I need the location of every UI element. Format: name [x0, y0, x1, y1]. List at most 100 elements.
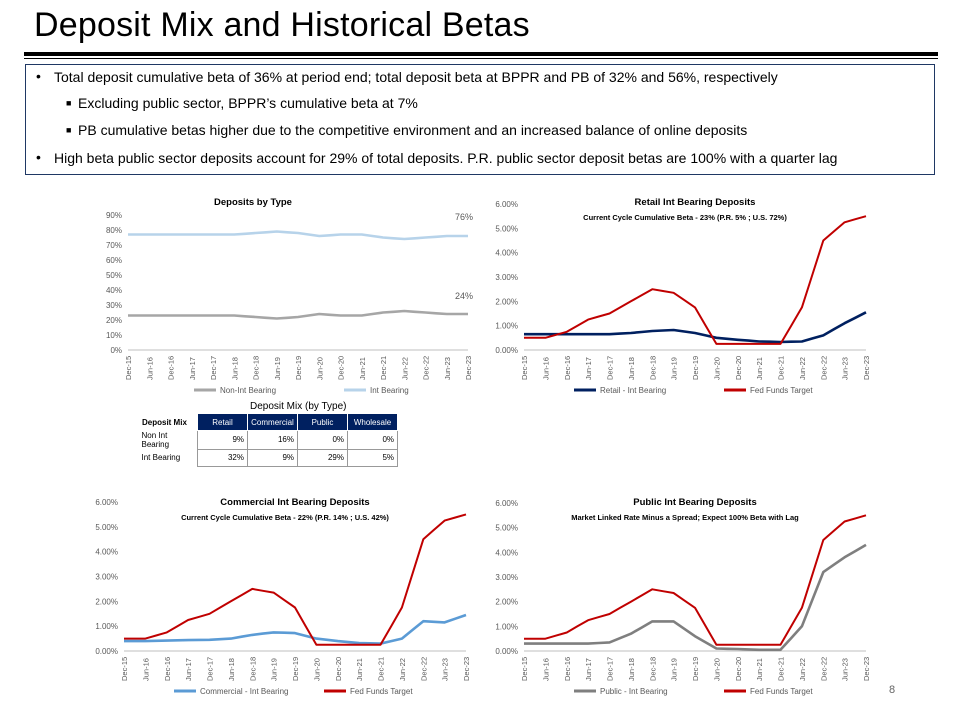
y-tick-label: 5.00% [495, 524, 518, 533]
x-tick-label: Dec-23 [464, 356, 473, 380]
x-tick-label: Jun-17 [584, 357, 593, 380]
title-rule-thick [24, 52, 938, 56]
public-int-bearing-chart: Public Int Bearing Deposits Market Linked… [495, 497, 871, 696]
y-tick-label: 2.00% [495, 297, 518, 306]
x-tick-label: Dec-23 [862, 356, 871, 380]
x-tick-label: Jun-18 [627, 357, 636, 380]
x-tick-label: Dec-15 [520, 657, 529, 681]
y-tick-label: 0% [110, 346, 122, 355]
y-tick-label: 1.00% [495, 622, 518, 631]
x-tick-label: Jun-22 [798, 357, 807, 380]
commercial-int-bearing-chart: Commercial Int Bearing Deposits Current C… [95, 497, 471, 696]
x-tick-label: Dec-22 [819, 657, 828, 681]
chart-title: Public Int Bearing Deposits [633, 497, 757, 508]
series-line-fed-funds-target [524, 215, 867, 345]
y-tick-label: 4.00% [95, 548, 118, 557]
x-tick-label: Jun-17 [584, 658, 593, 681]
retail-int-bearing-chart: Retail Int Bearing Deposits Current Cycle… [495, 197, 871, 395]
y-tick-label: 3.00% [95, 573, 118, 582]
bullet-1: Total deposit cumulative beta of 36% at … [54, 69, 778, 85]
x-tick-label: Dec-19 [291, 657, 300, 681]
bullet-dot: • [36, 68, 41, 84]
table-header-cell: Deposit Mix [138, 413, 198, 431]
y-tick-label: 0.00% [495, 346, 518, 355]
series-line-int-bearing [128, 230, 468, 241]
legend-label: Public - Int Bearing [600, 687, 668, 696]
legend-label: Fed Funds Target [350, 687, 413, 696]
series-line-public-int-bearing [524, 543, 867, 652]
bullet-1a: Excluding public sector, BPPR’s cumulati… [78, 95, 418, 111]
series-line-fed-funds-target [124, 513, 467, 646]
y-tick-label: 4.00% [495, 249, 518, 258]
x-tick-label: Dec-17 [206, 657, 215, 681]
series-line-commercial-int-bearing [124, 613, 467, 645]
x-tick-label: Dec-17 [606, 356, 615, 380]
table-cell: 5% [347, 448, 398, 467]
x-tick-label: Jun-19 [670, 658, 679, 681]
y-tick-label: 6.00% [95, 498, 118, 507]
table-cell: 29% [297, 448, 348, 467]
table-cell: 0% [347, 430, 398, 450]
x-tick-label: Dec-15 [124, 356, 133, 380]
y-tick-label: 50% [106, 271, 122, 280]
x-tick-label: Dec-18 [648, 657, 657, 681]
x-tick-label: Dec-22 [819, 356, 828, 380]
title-rule-thin [24, 58, 938, 59]
y-tick-label: 6.00% [495, 499, 518, 508]
y-tick-label: 90% [106, 211, 122, 220]
y-tick-label: 5.00% [95, 523, 118, 532]
table-row: Int Bearing 32% 9% 29% 5% [139, 448, 398, 467]
page-title: Deposit Mix and Historical Betas [34, 6, 530, 44]
y-tick-label: 60% [106, 256, 122, 265]
legend-label: Int Bearing [370, 386, 409, 395]
x-tick-label: Dec-17 [606, 657, 615, 681]
y-tick-label: 6.00% [495, 200, 518, 209]
x-tick-label: Jun-20 [315, 357, 324, 380]
x-tick-label: Jun-23 [441, 658, 450, 681]
x-tick-label: Jun-23 [841, 357, 850, 380]
series-line-retail-int-bearing [524, 311, 867, 344]
x-tick-label: Jun-22 [398, 658, 407, 681]
summary-box: • Total deposit cumulative beta of 36% a… [25, 64, 935, 175]
x-tick-label: Dec-16 [563, 356, 572, 380]
y-tick-label: 4.00% [495, 548, 518, 557]
x-tick-label: Jun-16 [145, 357, 154, 380]
table-cell: 32% [197, 448, 248, 467]
x-tick-label: Dec-21 [377, 657, 386, 681]
x-tick-label: Dec-15 [520, 356, 529, 380]
x-tick-label: Jun-22 [798, 658, 807, 681]
y-tick-label: 2.00% [495, 598, 518, 607]
x-tick-label: Jun-20 [712, 357, 721, 380]
deposit-mix-title: Deposit Mix (by Type) [250, 401, 347, 412]
y-tick-label: 0.00% [495, 647, 518, 656]
x-tick-label: Dec-18 [248, 657, 257, 681]
y-tick-label: 40% [106, 286, 122, 295]
x-tick-label: Dec-20 [734, 356, 743, 380]
x-tick-label: Jun-17 [188, 357, 197, 380]
x-tick-label: Jun-21 [358, 357, 367, 380]
y-tick-label: 3.00% [495, 573, 518, 582]
y-tick-label: 10% [106, 331, 122, 340]
x-tick-label: Jun-21 [755, 357, 764, 380]
table-row-label: Int Bearing [141, 453, 181, 462]
y-tick-label: 0.00% [95, 647, 118, 656]
legend-label: Fed Funds Target [750, 687, 813, 696]
y-tick-label: 80% [106, 226, 122, 235]
chart-title: Deposits by Type [214, 197, 292, 208]
data-label: 24% [455, 291, 473, 301]
x-tick-label: Dec-21 [379, 356, 388, 380]
x-tick-label: Dec-17 [209, 356, 218, 380]
x-tick-label: Jun-18 [230, 357, 239, 380]
x-tick-label: Dec-23 [462, 657, 471, 681]
x-tick-label: Dec-23 [862, 657, 871, 681]
y-tick-label: 2.00% [95, 597, 118, 606]
x-tick-label: Dec-19 [691, 657, 700, 681]
y-tick-label: 1.00% [95, 622, 118, 631]
legend-label: Non-Int Bearing [220, 386, 276, 395]
bullet-dot: • [36, 149, 41, 165]
x-tick-label: Dec-22 [422, 356, 431, 380]
deposits-by-type-chart: Deposits by Type 0% 10% 20% 30% 40% 50% 60% 70% 8… [106, 197, 473, 395]
series-line-non-int-bearing [128, 309, 468, 320]
x-tick-label: Jun-21 [355, 658, 364, 681]
bullet-square: ■ [66, 98, 72, 108]
